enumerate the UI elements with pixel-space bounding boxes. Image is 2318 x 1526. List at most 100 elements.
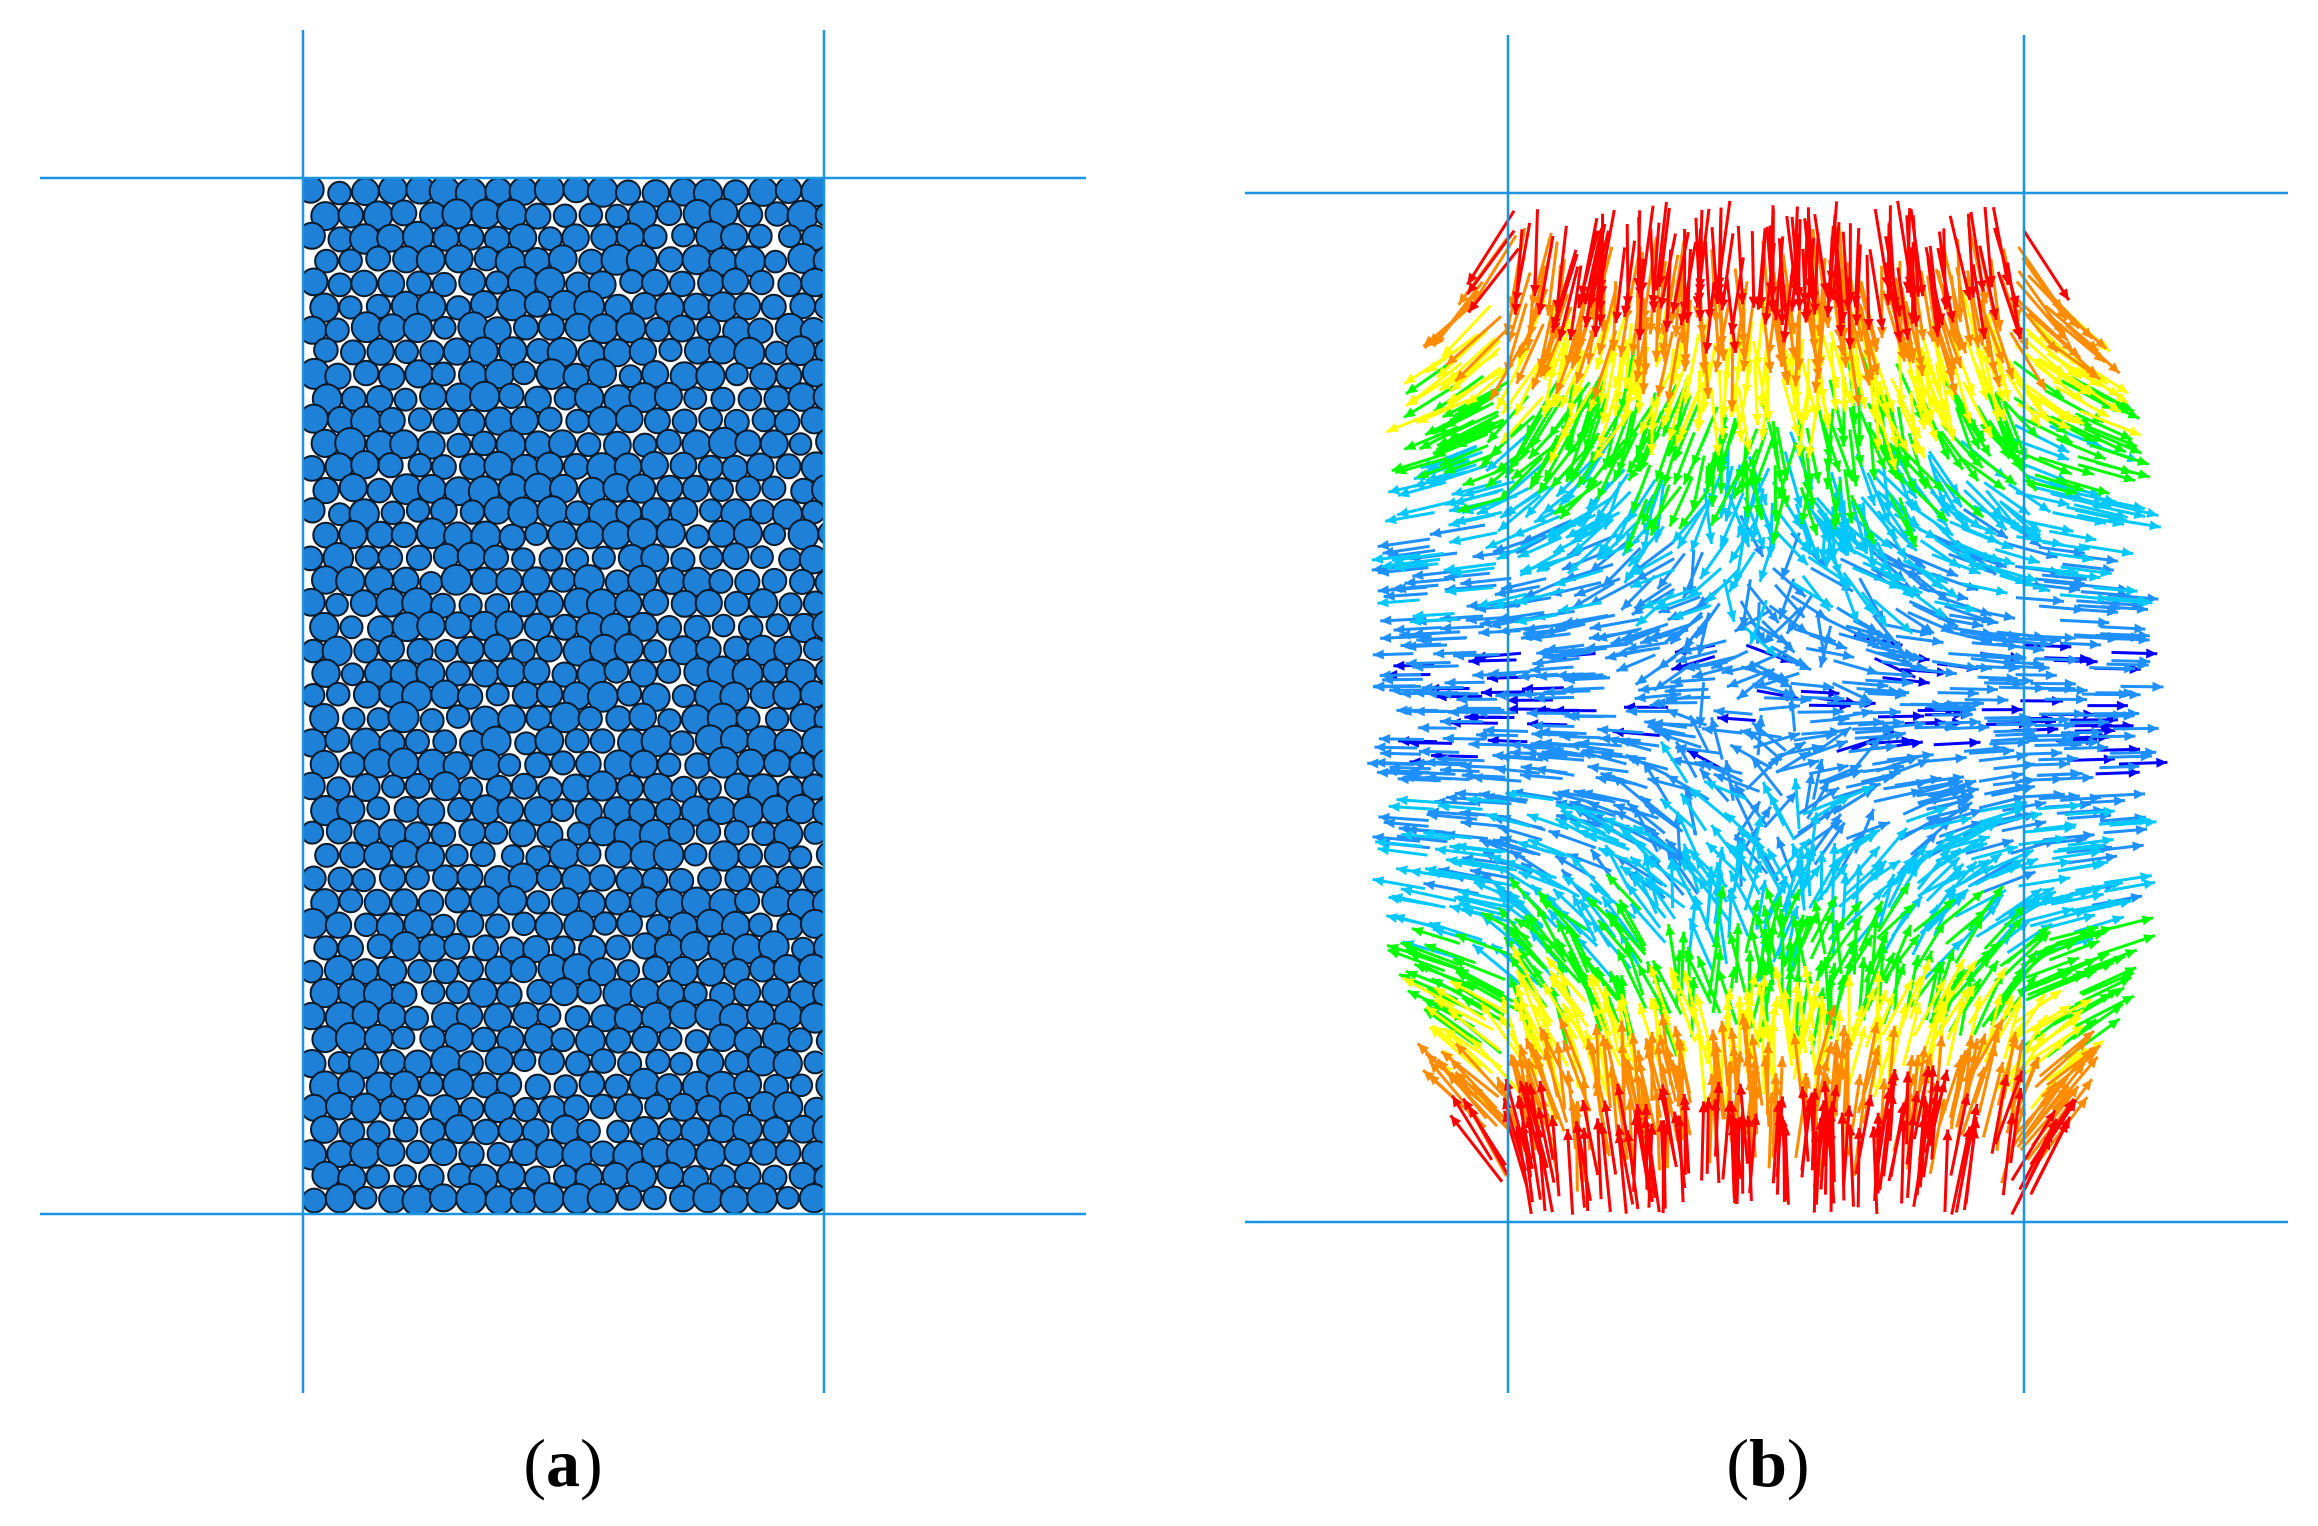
- particle: [719, 1185, 750, 1214]
- particle: [778, 224, 802, 249]
- vector-arrowhead: [1768, 1020, 1779, 1032]
- vector-arrowhead: [1965, 704, 1977, 715]
- vector-arrowhead: [2064, 720, 2076, 731]
- vector-arrowhead: [1610, 635, 1623, 646]
- particle: [536, 864, 563, 892]
- particle: [692, 1182, 724, 1214]
- particle: [644, 1093, 670, 1120]
- particle: [681, 474, 710, 503]
- vector-arrowhead: [1377, 767, 1389, 778]
- particle: [747, 223, 773, 249]
- vector-arrowhead: [1479, 839, 1492, 849]
- vector-arrowhead: [2118, 689, 2130, 700]
- vector-arrowhead: [2025, 725, 2037, 736]
- vector-arrowhead: [1391, 583, 1403, 594]
- vector-arrowhead: [1887, 731, 1899, 742]
- vector-arrowhead: [1377, 585, 1390, 596]
- particle: [365, 1164, 391, 1189]
- vector-arrowhead: [1478, 627, 1490, 638]
- particle: [802, 865, 824, 894]
- vector-arrowhead: [1589, 561, 1602, 573]
- vector-arrowhead: [1545, 643, 1557, 654]
- particle: [737, 202, 764, 228]
- particle: [363, 888, 392, 917]
- particle: [658, 337, 683, 363]
- vector-arrowhead: [1898, 687, 1910, 698]
- particle: [380, 1048, 407, 1076]
- vector-arrowhead: [1937, 591, 1950, 603]
- vector-arrowhead: [1523, 588, 1536, 598]
- vector-arrowhead: [1377, 540, 1390, 550]
- particle: [750, 1138, 778, 1166]
- particle: [814, 294, 824, 320]
- particle: [445, 295, 472, 321]
- vector-arrowhead: [1654, 680, 1666, 691]
- vector-arrowhead: [1378, 812, 1390, 823]
- particle: [390, 199, 418, 227]
- vector-arrowhead: [1713, 706, 1725, 717]
- vector-arrowhead: [1739, 616, 1750, 629]
- particle: [615, 179, 642, 206]
- particle: [418, 933, 448, 963]
- vector-arrowhead: [1408, 767, 1420, 778]
- displacement-vector-field: [1367, 200, 2168, 1216]
- particle: [389, 1070, 420, 1101]
- vector-arrowhead: [1752, 413, 1762, 425]
- vector-arrowhead: [1413, 687, 1425, 698]
- particle: [366, 520, 395, 549]
- particle: [603, 657, 630, 684]
- particle: [419, 382, 447, 411]
- particle: [616, 959, 641, 983]
- particle: [763, 749, 791, 778]
- vector-arrowhead: [2002, 556, 2015, 566]
- particle: [303, 221, 326, 250]
- vector-arrowhead: [1626, 706, 1638, 717]
- vector-arrowhead: [2023, 783, 2035, 794]
- vector-arrowhead: [1678, 931, 1689, 943]
- particle: [431, 913, 456, 939]
- vector-arrowhead: [2143, 934, 2156, 944]
- vector-arrowhead: [2011, 770, 2023, 781]
- particle: [510, 638, 536, 664]
- particle: [445, 980, 470, 1005]
- vector-arrowhead: [1483, 725, 1495, 736]
- vector-arrowhead: [1476, 730, 1488, 740]
- particle: [642, 639, 668, 664]
- particle: [416, 797, 446, 827]
- particle: [533, 1182, 565, 1214]
- vector-arrowhead: [1666, 709, 1679, 719]
- particle: [803, 1050, 824, 1075]
- particle: [349, 1137, 381, 1169]
- particle: [642, 224, 668, 250]
- vector-arrowhead: [1697, 956, 1707, 969]
- vector-arrowhead: [1911, 738, 1923, 749]
- vector-arrowhead: [1752, 722, 1764, 734]
- vector-arrowhead: [1400, 640, 1412, 651]
- particle: [303, 820, 325, 845]
- particle: [564, 728, 590, 754]
- vector-arrowhead: [1574, 587, 1587, 597]
- vector-arrowhead: [1886, 648, 1899, 660]
- particle: [484, 955, 514, 985]
- particle: [380, 500, 406, 526]
- vector-arrowhead: [2147, 723, 2159, 734]
- particle: [430, 679, 460, 710]
- particle: [800, 178, 824, 208]
- vector-arrowhead: [1945, 667, 1957, 678]
- vector-arrowhead: [1519, 770, 1532, 781]
- particle: [405, 1139, 430, 1165]
- particle: [415, 658, 446, 689]
- vector-arrowhead: [2068, 730, 2080, 741]
- vector-arrowhead: [2156, 757, 2168, 768]
- vector-arrowhead: [2128, 761, 2140, 772]
- particle: [430, 821, 457, 848]
- vector-arrowhead: [1755, 715, 1766, 727]
- vector-arrowhead: [1385, 514, 1397, 525]
- vector-arrowhead: [1377, 597, 1389, 608]
- particle: [550, 1027, 576, 1053]
- particle: [733, 292, 762, 321]
- vector-arrowhead: [1493, 543, 1505, 554]
- particle: [657, 246, 684, 273]
- particle: [589, 1093, 616, 1120]
- particle: [483, 820, 509, 845]
